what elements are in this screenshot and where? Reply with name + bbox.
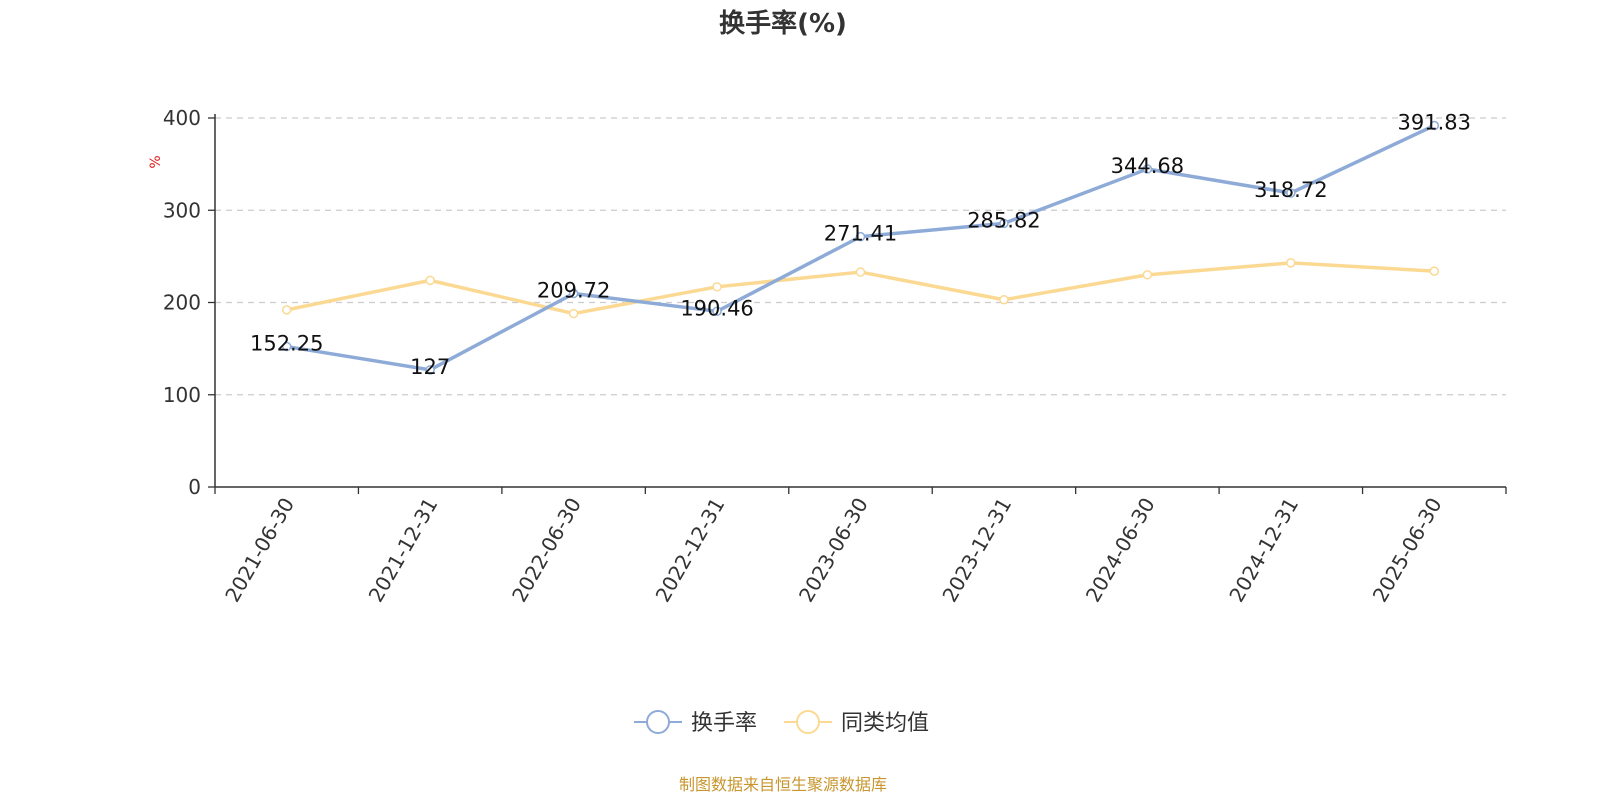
data-point: [425, 365, 435, 375]
data-point: [999, 218, 1009, 229]
legend[interactable]: 换手率 同类均值: [634, 710, 929, 736]
data-point: [855, 267, 866, 277]
x-tick-label: 2021-12-31: [364, 494, 443, 607]
legend-marker: [796, 710, 820, 734]
data-point: [1429, 266, 1440, 276]
legend-marker: [646, 710, 670, 734]
data-label: 391.83: [1398, 111, 1471, 135]
legend-item[interactable]: 换手率: [634, 710, 757, 736]
data-point: [855, 231, 866, 242]
x-tick-label: 2022-06-30: [507, 494, 586, 607]
x-tick-label: 2023-12-31: [937, 494, 1016, 607]
data-point: [712, 306, 722, 317]
data-label: 285.82: [967, 208, 1040, 232]
data-point: [281, 305, 292, 315]
data-point: [568, 288, 579, 299]
data-point: [712, 282, 722, 292]
y-tick-label: 200: [163, 291, 201, 315]
data-point: [1286, 258, 1296, 268]
data-label: 318.72: [1254, 178, 1327, 202]
y-axis-unit-label: %: [148, 155, 164, 168]
data-point: [281, 341, 292, 352]
x-tick-label: 2024-06-30: [1081, 494, 1160, 607]
legend-label: 换手率: [691, 711, 757, 736]
x-tick-label: 2023-06-30: [794, 494, 873, 607]
data-label-layer: 152.25 127 209.72 190.46 271.41 285.82 344.68 3…: [250, 111, 1471, 379]
y-tick-label: 400: [163, 106, 201, 130]
x-tick-label: 2024-12-31: [1224, 494, 1303, 607]
data-source-footer: 制图数据来自恒生聚源数据库: [679, 775, 887, 794]
data-point: [1429, 120, 1440, 131]
x-tick-label: 2021-06-30: [220, 494, 299, 607]
data-point: [1286, 188, 1296, 198]
y-tick-label: 100: [163, 383, 201, 407]
data-label: 127: [410, 355, 450, 379]
data-label: 209.72: [537, 279, 610, 303]
data-point: [425, 275, 435, 286]
x-tick-label: 2025-06-30: [1368, 494, 1447, 607]
legend-item[interactable]: 同类均值: [784, 710, 929, 736]
data-point: [1142, 164, 1153, 174]
data-label: 344.68: [1111, 154, 1184, 178]
data-label: 190.46: [680, 296, 753, 320]
series-layer: [281, 120, 1440, 375]
x-tick-label: 2022-12-31: [650, 494, 729, 607]
data-label: 271.41: [824, 222, 897, 246]
y-tick-label: 300: [163, 198, 201, 222]
series-line: [286, 123, 1436, 372]
data-point: [999, 294, 1009, 305]
legend-label: 同类均值: [841, 711, 929, 736]
grid-layer: [215, 117, 1506, 396]
chart-title: 换手率(%): [719, 8, 847, 39]
data-label: 152.25: [250, 332, 323, 356]
data-point: [1142, 270, 1153, 280]
y-tick-label: 0: [188, 475, 201, 499]
data-point: [568, 308, 579, 319]
